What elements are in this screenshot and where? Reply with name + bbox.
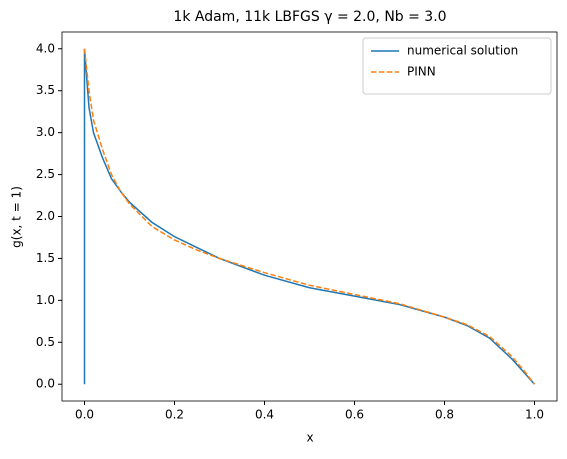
x-axis-label: x: [306, 431, 313, 445]
y-axis-label: g(x, t = 1): [10, 186, 24, 248]
x-tick-label: 0.4: [255, 408, 274, 422]
y-tick-label: 3.5: [36, 83, 55, 97]
legend-label: PINN: [407, 65, 436, 79]
y-tick-label: 4.0: [36, 41, 55, 55]
plot-frame: [61, 31, 558, 402]
y-tick-label: 0.5: [36, 335, 55, 349]
x-tick-label: 1.0: [525, 408, 544, 422]
y-tick-label: 1.5: [36, 251, 55, 265]
y-tick-label: 2.0: [36, 209, 55, 223]
line: [83, 48, 536, 385]
x-tick-label: 0.0: [75, 408, 94, 422]
y-tick-label: 3.0: [36, 125, 55, 139]
legend-label: numerical solution: [407, 44, 518, 58]
x-tick-label: 0.8: [435, 408, 454, 422]
line: [83, 48, 536, 385]
x-tick-label: 0.2: [165, 408, 184, 422]
y-tick-label: 2.5: [36, 167, 55, 181]
y-tick-label: 0.0: [36, 377, 55, 391]
y-tick-label: 1.0: [36, 293, 55, 307]
chart-title: 1k Adam, 11k LBFGS γ = 2.0, Nb = 3.0: [173, 9, 446, 25]
legend-box: [362, 37, 552, 95]
x-tick-label: 0.6: [345, 408, 364, 422]
